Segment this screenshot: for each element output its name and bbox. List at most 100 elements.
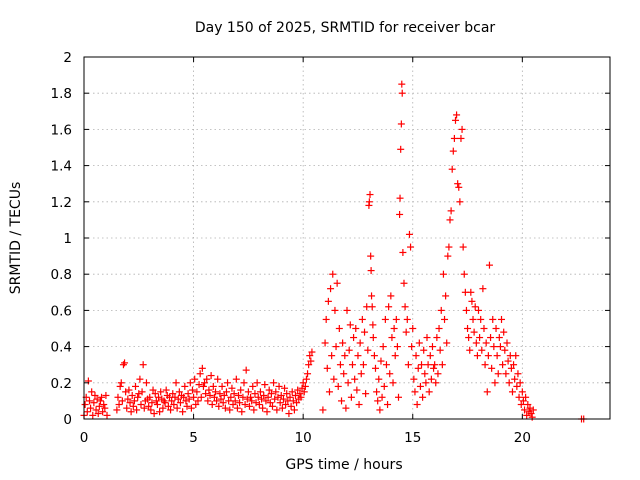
data-point [496,343,504,351]
data-point [484,352,492,360]
data-point [196,370,204,378]
data-point [224,379,232,387]
data-point [501,346,509,354]
data-point [495,334,503,342]
data-point [117,379,125,387]
data-point [238,408,246,416]
data-point [249,382,257,390]
data-point [94,410,102,418]
data-point [397,145,405,153]
data-point [83,408,91,416]
x-tick-label: 0 [80,430,89,446]
data-point [390,325,398,332]
data-point [445,243,453,251]
data-point [331,306,339,314]
data-point [477,315,485,323]
data-point [81,401,89,409]
y-tick-label: 1.2 [51,195,72,211]
data-point [341,352,349,360]
data-point [508,388,516,396]
data-point [272,388,280,396]
data-point [362,390,370,398]
data-point [345,346,353,354]
data-point [296,390,304,398]
data-point [91,391,99,399]
data-point [479,285,487,293]
data-point [172,379,180,387]
data-point [475,306,482,314]
data-point [168,397,176,405]
data-point [236,399,244,407]
data-point [416,382,424,390]
data-point [258,395,266,403]
data-point [338,397,346,405]
data-point [266,399,274,407]
data-point [129,402,137,410]
data-point [241,401,249,409]
data-point [124,395,132,403]
y-tick-label: 1.8 [51,86,72,102]
data-point [442,292,450,300]
data-point [92,406,100,414]
data-point [181,382,189,390]
data-point [375,375,383,383]
data-point [116,382,124,390]
data-point [233,404,241,412]
data-point [412,352,420,360]
data-point [214,375,222,383]
data-point [502,370,510,378]
data-point [206,391,214,399]
data-point [407,243,415,251]
data-point [167,406,175,414]
data-point [294,386,302,394]
data-point [119,361,127,369]
data-point [330,375,338,383]
data-point [123,404,131,412]
y-tick-label: 1 [63,231,72,247]
data-point [387,292,395,300]
data-point [460,270,468,278]
data-point [409,325,417,332]
data-point [462,306,470,314]
data-point [392,315,400,323]
data-point [478,346,486,354]
data-point [512,352,520,360]
data-point [436,346,444,354]
data-point [85,397,93,405]
data-point [355,401,363,409]
data-point [232,375,240,383]
data-point [347,393,355,401]
data-point [84,377,92,385]
data-point [451,116,459,124]
data-point [157,388,165,396]
data-point [170,401,178,409]
data-point [332,343,340,351]
x-axis-ticks: 0 5 10 15 20 [80,57,531,446]
data-point [242,366,250,374]
x-tick-label: 5 [189,430,198,446]
data-point [398,80,406,88]
data-point [371,364,379,372]
data-point [213,397,221,405]
data-point [419,393,427,401]
data-point [413,401,421,409]
data-point [426,352,434,360]
data-point [456,198,464,206]
data-point [217,395,225,403]
data-point [443,339,451,347]
data-point [212,388,219,396]
data-point [220,391,228,399]
data-point [403,315,411,323]
data-point [423,334,431,342]
data-point [500,328,508,336]
data-point [90,399,98,407]
data-point [448,165,456,173]
data-point [388,334,396,342]
data-point [437,306,445,314]
data-point [265,386,273,394]
data-point [369,334,377,342]
data-point [173,404,181,412]
data-point [283,390,291,398]
data-point [179,408,187,416]
data-point [421,370,429,378]
